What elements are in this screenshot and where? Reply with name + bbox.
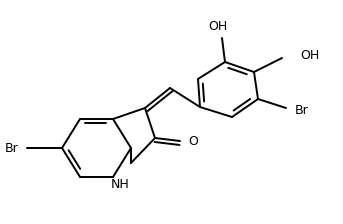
Text: O: O	[188, 134, 198, 147]
Text: OH: OH	[209, 19, 228, 32]
Text: Br: Br	[295, 103, 309, 116]
Text: NH: NH	[111, 177, 129, 190]
Text: OH: OH	[300, 49, 319, 62]
Text: Br: Br	[4, 142, 18, 155]
